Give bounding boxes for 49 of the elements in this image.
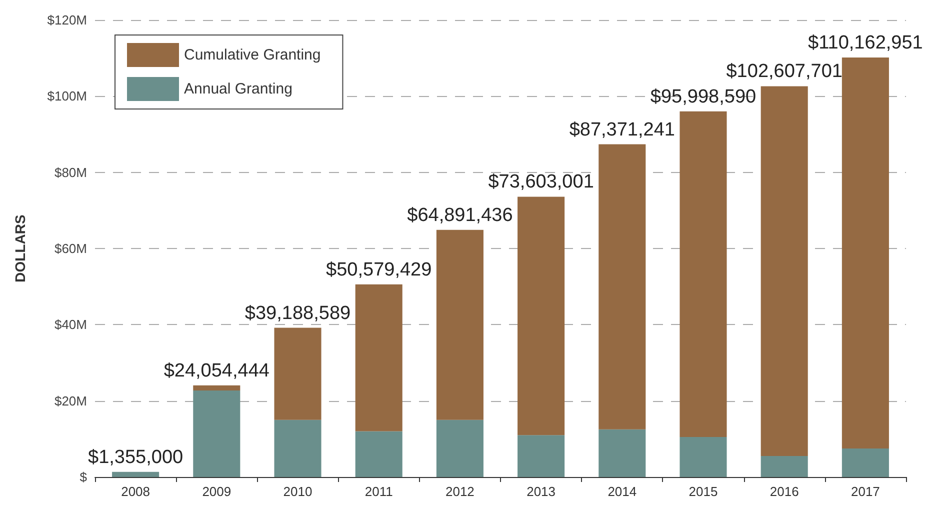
bar (760, 86, 808, 456)
total-label: $50,579,429 (326, 259, 432, 280)
bar (193, 385, 240, 391)
total-label: $24,054,444 (164, 360, 270, 382)
total-label: $1,355,000 (88, 446, 184, 468)
bar (598, 429, 646, 477)
bar (274, 420, 322, 477)
bar (355, 431, 402, 477)
y-tick-label: $80M (54, 164, 87, 180)
y-tick-label: $100M (47, 88, 87, 104)
total-label: $87,371,241 (569, 119, 675, 140)
bar (760, 456, 808, 477)
x-tick-label: 2009 (202, 484, 232, 499)
total-label: $39,188,589 (244, 302, 351, 324)
bar (680, 437, 727, 477)
y-tick-label: $60M (54, 241, 87, 256)
y-tick-label: $20M (54, 393, 87, 408)
total-label: $95,998,590 (650, 86, 756, 108)
bar (518, 435, 565, 477)
total-label: $73,603,001 (488, 172, 594, 193)
legend-label: Cumulative Granting (184, 46, 321, 64)
x-tick-label: 2013 (526, 484, 556, 499)
total-label: $102,607,701 (726, 61, 842, 82)
x-tick-label: 2008 (121, 484, 150, 499)
y-tick-label: $40M (54, 317, 87, 332)
bar (842, 57, 889, 448)
x-tick-label: 2017 (850, 484, 880, 499)
x-tick-label: 2011 (364, 484, 393, 499)
total-label: $64,891,436 (407, 204, 513, 226)
bar (436, 420, 484, 477)
bar (112, 472, 160, 477)
x-tick-label: 2015 (688, 484, 718, 499)
y-axis-title: DOLLARS (12, 214, 28, 282)
x-tick-label: 2016 (770, 484, 799, 499)
x-tick-label: 2010 (283, 484, 312, 499)
x-tick-label: 2014 (608, 484, 637, 499)
bar (680, 111, 727, 438)
bar (598, 144, 646, 430)
y-tick-label: $120M (47, 12, 87, 28)
total-label: $110,162,951 (808, 32, 923, 54)
bar (274, 328, 322, 420)
bar (355, 284, 402, 432)
x-tick-label: 2012 (445, 484, 474, 499)
bar (436, 230, 484, 420)
bar (193, 390, 240, 477)
bar (518, 196, 565, 436)
y-tick-label: $ (80, 470, 88, 484)
legend-label: Annual Granting (184, 80, 292, 98)
bar (842, 448, 889, 477)
